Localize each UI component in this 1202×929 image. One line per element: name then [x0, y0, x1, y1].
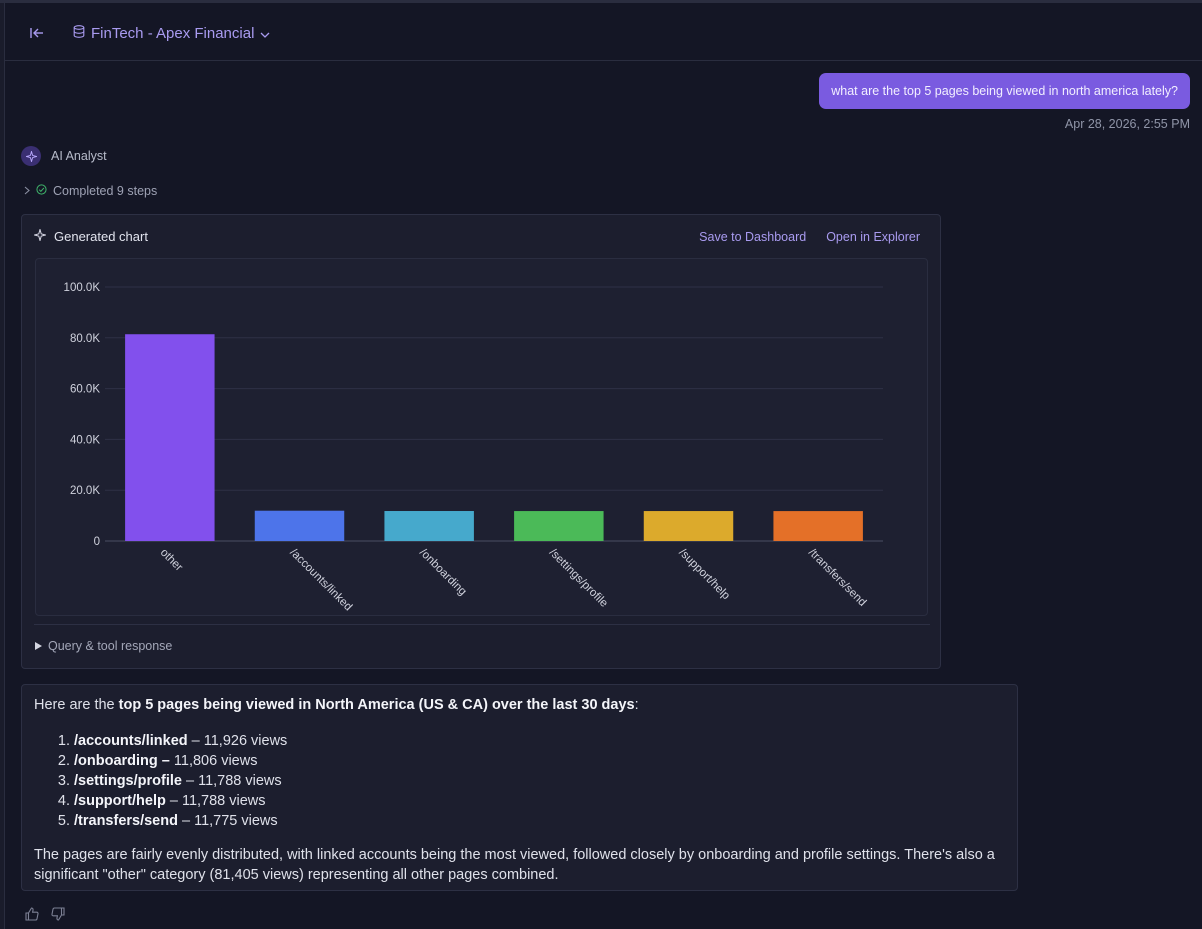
y-tick-label: 100.0K — [64, 282, 101, 294]
feedback — [25, 907, 65, 921]
workspace-name: FinTech - Apex Financial — [91, 24, 255, 42]
chart-title-label: Generated chart — [54, 229, 148, 244]
assistant-response: Here are the top 5 pages being viewed in… — [21, 684, 1018, 891]
database-icon — [73, 24, 85, 42]
chart-area: 0 20.0K 40.0K 60.0K 80.0K 100.0K other/account… — [35, 258, 928, 616]
chevron-down-icon — [260, 25, 270, 42]
page-path: /accounts/linked — [74, 733, 188, 749]
y-tick-label: 20.0K — [70, 485, 100, 497]
message-timestamp: Apr 28, 2026, 2:55 PM — [1064, 117, 1190, 131]
chart-card-title: Generated chart — [32, 227, 148, 244]
check-circle-icon — [36, 184, 47, 198]
list-item: /accounts/linked – 11,926 views — [74, 731, 1005, 751]
bar-chart: 0 20.0K 40.0K 60.0K 80.0K 100.0K other/account… — [64, 282, 883, 614]
open-in-explorer-button[interactable]: Open in Explorer — [826, 230, 920, 244]
bar — [254, 510, 345, 541]
divider — [34, 624, 930, 625]
x-tick-label: /accounts/linked — [287, 547, 354, 614]
workspace-selector[interactable]: FinTech - Apex Financial — [73, 21, 270, 45]
header: FinTech - Apex Financial — [5, 3, 1202, 61]
page-path: /transfers/send — [74, 813, 178, 829]
collapse-left-icon[interactable] — [27, 23, 47, 43]
x-tick-label: /onboarding — [417, 547, 468, 598]
list-item: /transfers/send – 11,775 views — [74, 811, 1005, 831]
x-tick-label: other — [158, 547, 185, 574]
bar — [125, 334, 215, 541]
page-views: – 11,788 views — [165, 793, 266, 809]
response-intro: Here are the top 5 pages being viewed in… — [34, 695, 1005, 715]
left-edge — [0, 3, 5, 929]
chevron-right-icon — [24, 184, 30, 198]
intro-bold: top 5 pages being viewed in North Americ… — [118, 697, 635, 713]
steps-toggle[interactable]: Completed 9 steps — [24, 184, 157, 198]
list-item: /onboarding – 11,806 views — [74, 751, 1005, 771]
list-item: /settings/profile – 11,788 views — [74, 771, 1005, 791]
assistant-name: AI Analyst — [51, 149, 107, 163]
bar — [384, 511, 474, 541]
page-views: – 11,788 views — [181, 773, 282, 789]
sparkle-icon — [21, 146, 41, 166]
x-tick-label: /settings/profile — [547, 547, 610, 610]
response-summary: The pages are fairly evenly distributed,… — [34, 847, 995, 883]
bar — [514, 511, 604, 541]
x-tick-label: /support/help — [676, 547, 732, 603]
page-views: – 11,926 views — [187, 733, 288, 749]
x-tick-label: /transfers/send — [806, 547, 868, 609]
page-views: – 11,775 views — [177, 813, 278, 829]
y-tick-label: 80.0K — [70, 333, 100, 345]
intro-suffix: : — [634, 697, 639, 713]
triangle-right-icon — [35, 639, 42, 653]
bar — [643, 511, 734, 541]
thumbs-down-icon[interactable] — [51, 907, 65, 921]
list-item: /support/help – 11,788 views — [74, 791, 1005, 811]
page-path: /settings/profile — [74, 773, 182, 789]
pages-list: /accounts/linked – 11,926 views /onboard… — [74, 731, 1005, 831]
chart-actions: Save to Dashboard Open in Explorer — [699, 230, 920, 244]
assistant-header: AI Analyst — [21, 146, 107, 166]
bar — [773, 511, 863, 541]
steps-label: Completed 9 steps — [53, 184, 158, 198]
user-message: what are the top 5 pages being viewed in… — [819, 73, 1190, 109]
y-tick-label: 40.0K — [70, 434, 100, 446]
page-path: /support/help — [74, 793, 166, 809]
chart-card: Generated chart Save to Dashboard Open i… — [21, 214, 941, 669]
query-toggle-label: Query & tool response — [48, 639, 173, 653]
page-views: 11,806 views — [169, 753, 258, 769]
save-to-dashboard-button[interactable]: Save to Dashboard — [699, 230, 807, 244]
page-path: /onboarding – — [74, 753, 170, 769]
y-tick-label: 0 — [94, 536, 100, 548]
thumbs-up-icon[interactable] — [25, 907, 39, 921]
intro-prefix: Here are the — [34, 697, 119, 713]
sparkle-icon — [32, 227, 48, 244]
query-toggle[interactable]: Query & tool response — [35, 639, 172, 653]
y-tick-label: 60.0K — [70, 384, 100, 396]
